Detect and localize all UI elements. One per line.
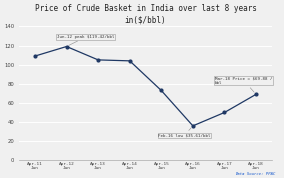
- Text: Mar-18 Price = $69.88 /
bbl: Mar-18 Price = $69.88 / bbl: [215, 76, 272, 92]
- Text: Jun-12 peak $119.42/bbl: Jun-12 peak $119.42/bbl: [57, 35, 114, 45]
- Text: Data Source: PPAC: Data Source: PPAC: [235, 172, 275, 176]
- Text: Feb-16 low $35.61/bbl: Feb-16 low $35.61/bbl: [158, 128, 211, 137]
- Title: Price of Crude Basket in India over last 8 years
in($/bbl): Price of Crude Basket in India over last…: [34, 4, 256, 24]
